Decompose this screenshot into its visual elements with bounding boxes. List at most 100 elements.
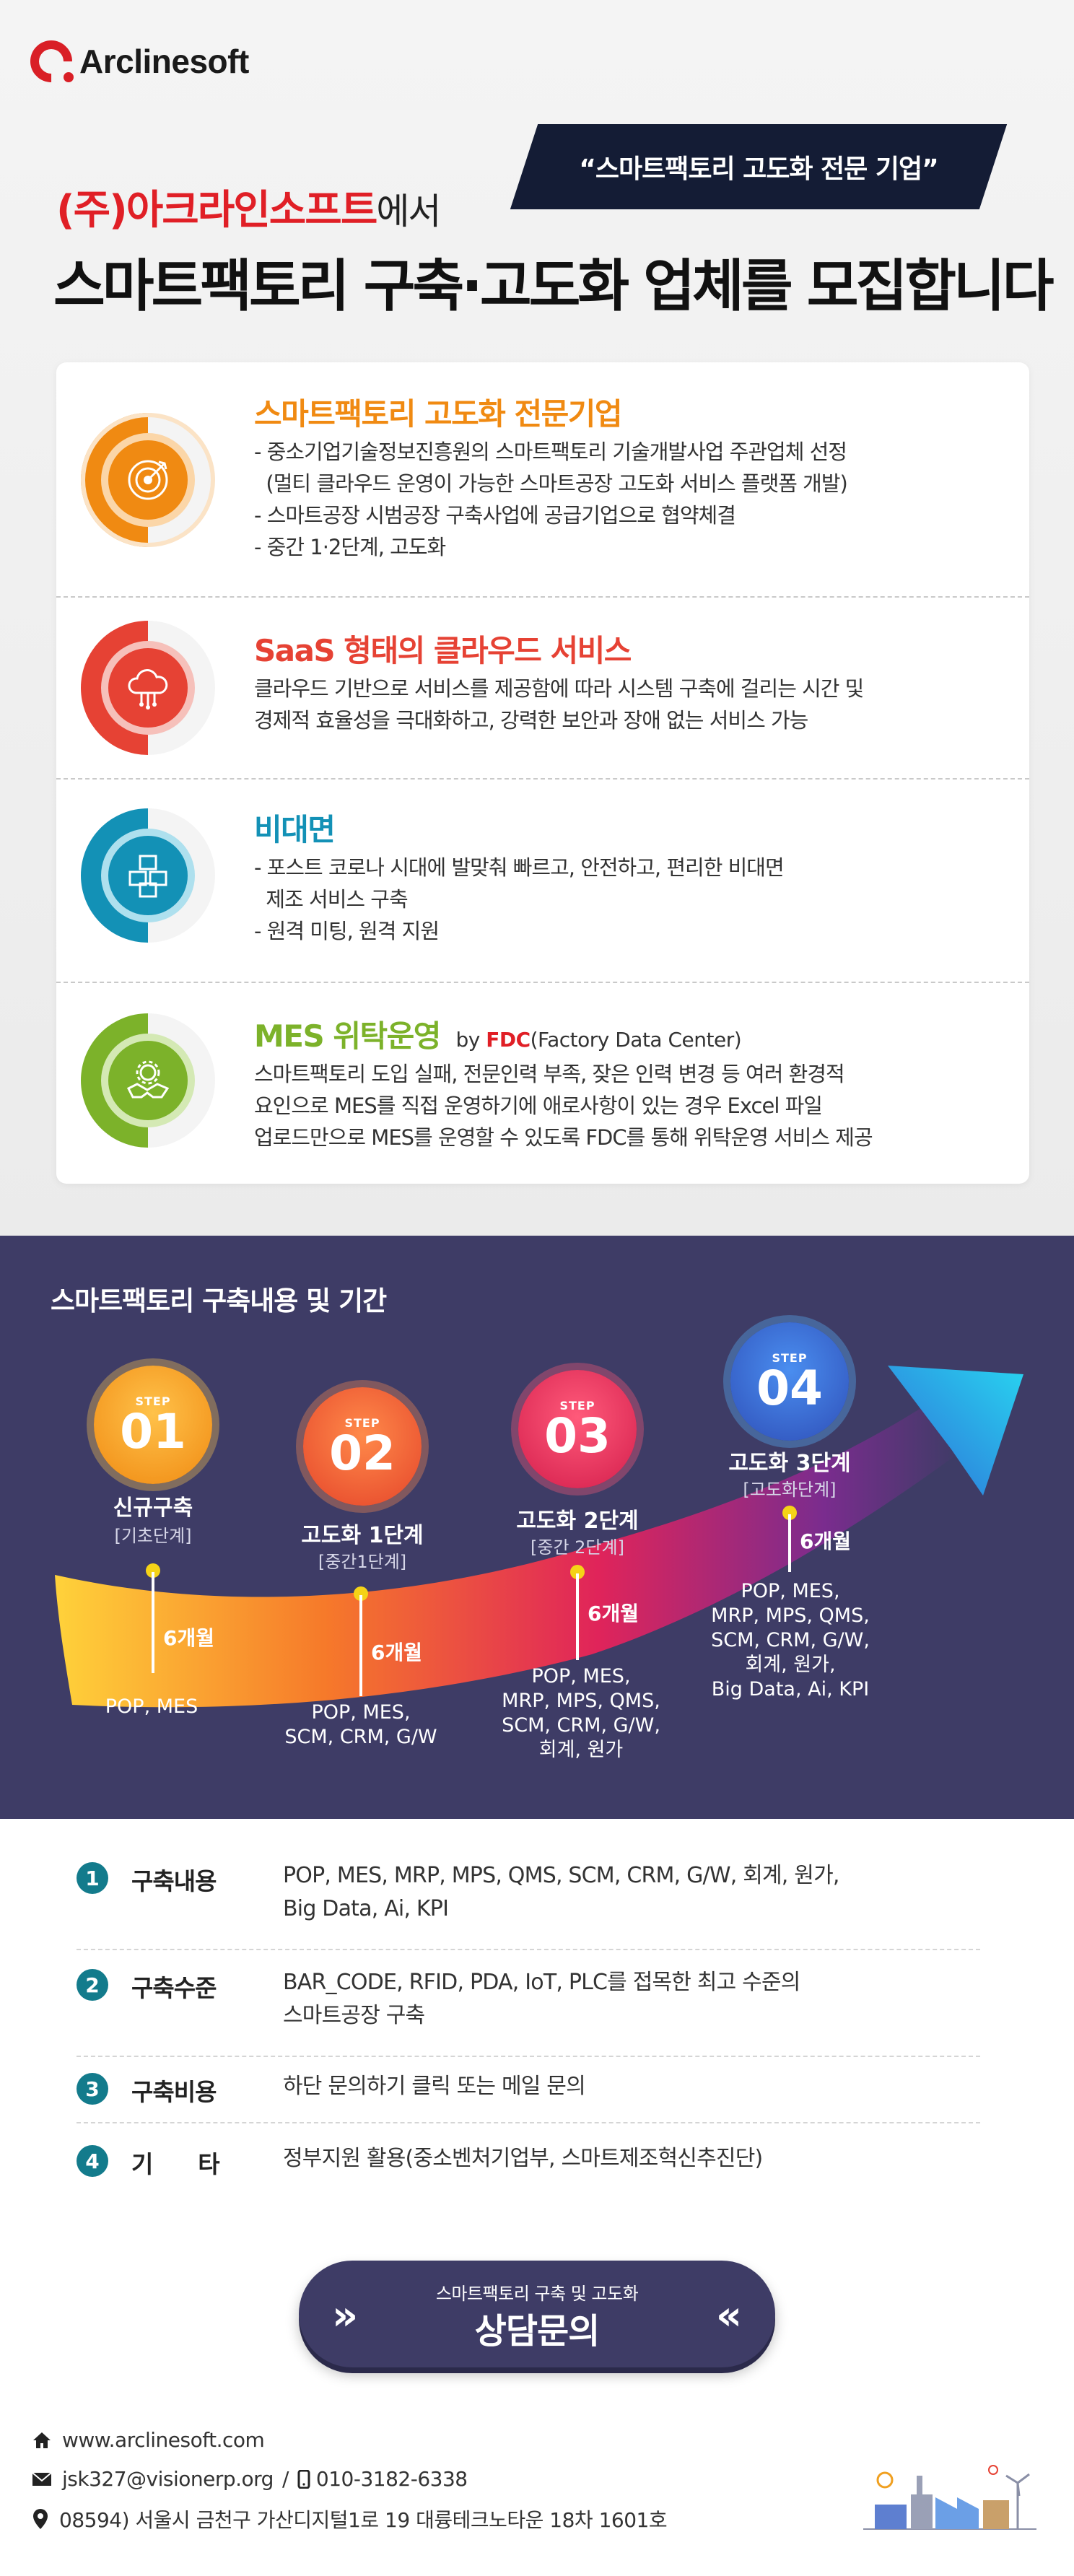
company-name: (주)아크라인소프트 bbox=[56, 187, 377, 234]
hero-badge: “스마트팩토리 고도화 전문 기업” bbox=[579, 154, 938, 184]
step-systems: POP, MES, SCM, CRM, G/W bbox=[284, 1701, 437, 1748]
step-stage: [중간 2단계] bbox=[531, 1537, 624, 1558]
footer-website[interactable]: www.arclinesoft.com bbox=[32, 2428, 265, 2452]
logo-dot-icon bbox=[64, 72, 74, 82]
cubes-icon bbox=[128, 855, 167, 898]
row-text: 정부지원 활용(중소벤처기업부, 스마트제조혁신추진단) bbox=[283, 2146, 763, 2171]
row-label: 구축수준 bbox=[131, 1974, 217, 2002]
timeline-pin bbox=[152, 1572, 154, 1673]
timeline-pin bbox=[359, 1595, 362, 1696]
separator: / bbox=[281, 2467, 289, 2491]
growth-arrow bbox=[55, 1366, 1023, 1708]
step-badge-03: STEP 03 bbox=[518, 1370, 637, 1488]
feature-icon-badge bbox=[81, 1013, 215, 1148]
step-badge-04: STEP 04 bbox=[730, 1322, 849, 1441]
divider bbox=[77, 2056, 980, 2057]
cta-subtitle: 스마트팩토리 구축 및 고도화 bbox=[435, 2284, 639, 2304]
brand-name: Arclinesoft bbox=[79, 43, 249, 80]
divider bbox=[77, 1949, 980, 1950]
cloud-icon bbox=[128, 669, 168, 710]
row-label: 구축비용 bbox=[131, 2078, 217, 2106]
consult-button[interactable]: » 스마트팩토리 구축 및 고도화 상담문의 « bbox=[299, 2261, 775, 2367]
step-stage: [고도화단계] bbox=[743, 1480, 837, 1500]
target-icon bbox=[128, 460, 168, 500]
hero-section: Arclinesoft “스마트팩토리 고도화 전문 기업” (주)아크라인소프… bbox=[0, 0, 1074, 1236]
feature-title: SaaS 형태의 클라우드 서비스 bbox=[254, 633, 632, 668]
row-number: 3 bbox=[77, 2073, 108, 2105]
feature-description: 스마트팩토리 도입 실패, 전문인력 부족, 잦은 인력 변경 등 여러 환경적… bbox=[254, 1062, 873, 1150]
website-link[interactable]: www.arclinesoft.com bbox=[62, 2428, 265, 2452]
timeline-dot bbox=[354, 1586, 368, 1601]
step-badge-02: STEP 02 bbox=[303, 1387, 422, 1506]
steps-title: 스마트팩토리 구축내용 및 기간 bbox=[51, 1285, 387, 1317]
row-number: 2 bbox=[77, 1969, 108, 2001]
mail-icon bbox=[32, 2471, 52, 2486]
feature-item: SaaS 형태의 클라우드 서비스 클라우드 기반으로 서비스를 제공함에 따라… bbox=[56, 598, 1029, 780]
company-suffix: 에서 bbox=[376, 191, 441, 232]
row-text: BAR_CODE, RFID, PDA, IoT, PLC를 접목한 최고 수준… bbox=[283, 1970, 800, 2028]
feature-icon-badge bbox=[81, 621, 215, 755]
phone-number[interactable]: 010-3182-6338 bbox=[315, 2467, 468, 2491]
step-systems: POP, MES, MRP, MPS, QMS, SCM, CRM, G/W, … bbox=[711, 1580, 870, 1700]
row-text: POP, MES, MRP, MPS, QMS, SCM, CRM, G/W, … bbox=[283, 1863, 839, 1921]
timeline-dot bbox=[782, 1506, 797, 1520]
feature-title: 비대면 bbox=[254, 812, 336, 847]
step-name: 고도화 1단계 bbox=[301, 1523, 424, 1548]
timeline-pin bbox=[788, 1514, 791, 1572]
row-label: 구축내용 bbox=[131, 1867, 217, 1895]
divider bbox=[77, 2122, 980, 2123]
info-section: 1 구축내용 POP, MES, MRP, MPS, QMS, SCM, CRM… bbox=[0, 1819, 1074, 2576]
step-systems: POP, MES, MRP, MPS, QMS, SCM, CRM, G/W, … bbox=[502, 1665, 660, 1761]
feature-icon-badge bbox=[81, 808, 215, 943]
feature-description: 클라우드 기반으로 서비스를 제공함에 따라 시스템 구축에 걸리는 시간 및 … bbox=[254, 676, 864, 733]
step-name: 고도화 3단계 bbox=[728, 1451, 851, 1476]
feature-title-text: MES 위탁운영 bbox=[254, 1018, 441, 1054]
location-pin-icon bbox=[33, 2509, 48, 2529]
row-label: 기 타 bbox=[131, 2150, 220, 2178]
step-name: 신규구축 bbox=[113, 1496, 193, 1521]
feature-description: - 포스트 코로나 시대에 발맞춰 빠르고, 안전하고, 편리한 비대면 제조 … bbox=[254, 855, 785, 943]
hero-headline: 스마트팩토리 구축·고도화 업체를 모집합니다 bbox=[53, 254, 1055, 319]
step-duration: 6개월 bbox=[588, 1602, 639, 1625]
step-duration: 6개월 bbox=[163, 1626, 215, 1650]
footer-address: 08594) 서울시 금천구 가산디지털1로 19 대륭테크노타운 18차 16… bbox=[32, 2505, 668, 2533]
chevron-left-icon: « bbox=[715, 2292, 742, 2339]
address-text: 08594) 서울시 금천구 가산디지털1로 19 대륭테크노타운 18차 16… bbox=[59, 2508, 668, 2532]
brand-logo[interactable]: Arclinesoft bbox=[21, 31, 249, 92]
cta-label: 상담문의 bbox=[474, 2311, 601, 2352]
step-duration: 6개월 bbox=[800, 1529, 852, 1553]
feature-icon-badge bbox=[81, 413, 215, 547]
fdc-brand: FDC bbox=[486, 1028, 531, 1052]
footer-contact: jsk327@visionerp.org / 010-3182-6338 bbox=[32, 2467, 468, 2491]
timeline-pin bbox=[576, 1573, 579, 1660]
step-systems: POP, MES bbox=[105, 1695, 198, 1718]
timeline-dot bbox=[146, 1563, 160, 1578]
step-stage: [중간1단계] bbox=[318, 1552, 407, 1572]
feature-by-line: by FDC(Factory Data Center) bbox=[455, 1028, 742, 1052]
feature-title: MES 위탁운영 by FDC(Factory Data Center) bbox=[254, 1012, 742, 1056]
divider bbox=[56, 596, 1029, 598]
factory-illustration bbox=[863, 2465, 1036, 2530]
divider bbox=[56, 778, 1029, 780]
feature-item: 비대면 - 포스트 코로나 시대에 발맞춰 빠르고, 안전하고, 편리한 비대면… bbox=[56, 780, 1029, 983]
feature-item: MES 위탁운영 by FDC(Factory Data Center) 스마트… bbox=[56, 983, 1029, 1184]
row-text: 하단 문의하기 클릭 또는 메일 문의 bbox=[283, 2074, 586, 2099]
email-link[interactable]: jsk327@visionerp.org bbox=[62, 2467, 274, 2491]
row-number: 1 bbox=[77, 1862, 108, 1894]
step-badge-01: STEP 01 bbox=[94, 1366, 212, 1484]
home-icon bbox=[33, 2432, 51, 2448]
divider bbox=[56, 982, 1029, 983]
feature-item: 스마트팩토리 고도화 전문기업 - 중소기업기술정보진흥원의 스마트팩토리 기술… bbox=[56, 362, 1029, 598]
step-duration: 6개월 bbox=[371, 1641, 423, 1664]
logo-icon bbox=[21, 31, 82, 92]
row-number: 4 bbox=[77, 2145, 108, 2177]
steps-section: 스마트팩토리 구축내용 및 기간 STEP 01 신규구축 [기초단계] 6개월… bbox=[0, 1236, 1074, 1819]
hero-subheadline: (주)아크라인소프트에서 bbox=[56, 178, 441, 236]
feature-description: - 중소기업기술정보진흥원의 스마트팩토리 기술개발사업 주관업체 선정 (멀티… bbox=[254, 440, 848, 559]
handshake-gear-icon bbox=[126, 1060, 170, 1099]
timeline-dot bbox=[570, 1565, 585, 1579]
feature-title: 스마트팩토리 고도화 전문기업 bbox=[254, 396, 623, 432]
step-stage: [기초단계] bbox=[114, 1526, 192, 1546]
feature-card: 스마트팩토리 고도화 전문기업 - 중소기업기술정보진흥원의 스마트팩토리 기술… bbox=[56, 362, 1029, 1184]
step-name: 고도화 2단계 bbox=[516, 1509, 639, 1534]
